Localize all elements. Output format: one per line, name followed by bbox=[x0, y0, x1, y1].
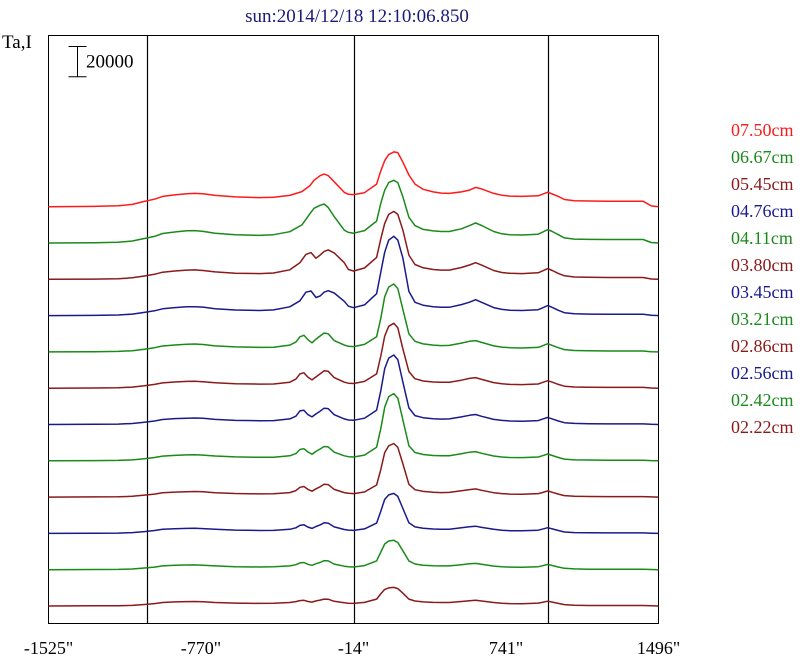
scale-bar: 20000 bbox=[68, 46, 134, 78]
legend-entry: 04.76cm bbox=[731, 201, 794, 221]
series-line-04.76cm bbox=[48, 235, 659, 317]
series-line-03.45cm bbox=[48, 354, 659, 426]
series-line-02.86cm bbox=[48, 442, 659, 498]
legend-entry: 06.67cm bbox=[731, 147, 794, 167]
legend-entry: 04.11cm bbox=[731, 228, 793, 248]
series-line-02.56cm bbox=[48, 492, 659, 535]
legend-entry: 02.42cm bbox=[731, 390, 794, 410]
legend-entry: 05.45cm bbox=[731, 174, 794, 194]
plot-frame bbox=[48, 35, 659, 624]
scale-bar-label: 20000 bbox=[86, 52, 134, 73]
x-tick-label: -14" bbox=[338, 638, 369, 658]
legend-entry: 07.50cm bbox=[731, 120, 794, 140]
legend: 07.50cm 06.67cm 05.45cm 04.76cm 04.11cm 03.80… bbox=[731, 120, 794, 437]
series-line-02.42cm bbox=[48, 539, 659, 571]
chart-title: sun:2014/12/18 12:10:06.850 bbox=[245, 6, 469, 27]
legend-entry: 02.86cm bbox=[731, 336, 794, 356]
series-line-07.50cm bbox=[48, 151, 659, 208]
x-tick-label: 741" bbox=[489, 638, 523, 658]
x-tick-label: 1496" bbox=[637, 638, 680, 658]
vertical-reference-lines bbox=[146, 35, 550, 624]
legend-entry: 03.21cm bbox=[731, 309, 794, 329]
series-line-06.67cm bbox=[48, 179, 659, 244]
legend-entry: 02.56cm bbox=[731, 363, 794, 383]
legend-entry: 03.45cm bbox=[731, 282, 794, 302]
series-group bbox=[48, 151, 659, 607]
series-line-03.21cm bbox=[48, 392, 659, 462]
legend-entry: 03.80cm bbox=[731, 255, 794, 275]
series-line-05.45cm bbox=[48, 210, 659, 281]
x-tick-label: -770" bbox=[181, 638, 221, 658]
series-line-02.22cm bbox=[48, 586, 659, 607]
series-line-04.11cm bbox=[48, 283, 659, 353]
series-line-03.80cm bbox=[48, 322, 659, 389]
legend-entry: 02.22cm bbox=[731, 417, 794, 437]
x-tick-label: -1525" bbox=[24, 638, 73, 658]
y-axis-label: Ta,I bbox=[2, 32, 32, 53]
x-tick-labels: -1525" -770" -14" 741" 1496" bbox=[24, 638, 680, 658]
